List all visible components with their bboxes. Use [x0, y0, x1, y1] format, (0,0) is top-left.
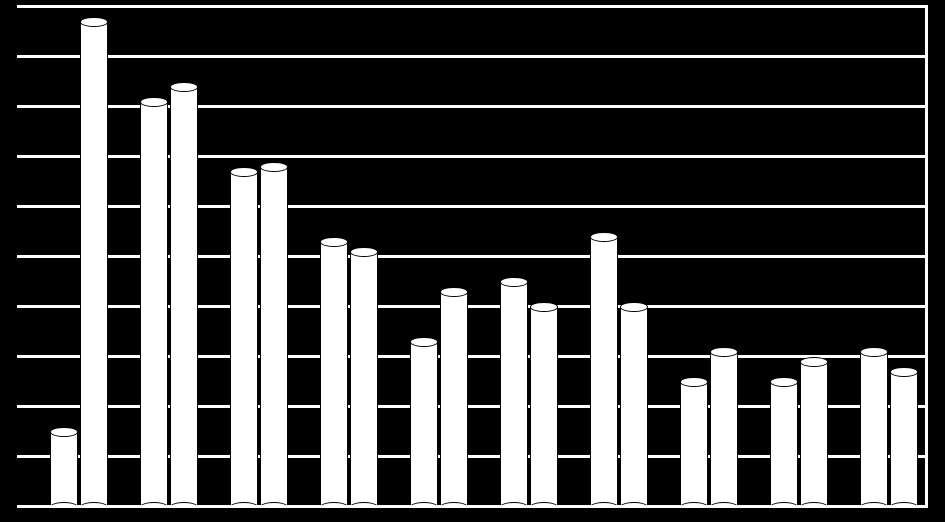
bar [350, 249, 378, 508]
baseline-mask [17, 508, 928, 516]
bar [80, 19, 108, 508]
gridline [17, 5, 928, 8]
bar [680, 379, 708, 508]
bar [50, 429, 78, 508]
x-axis [17, 505, 928, 508]
bar [890, 369, 918, 508]
bar [230, 169, 258, 508]
chart-plot-area [17, 8, 928, 508]
bar [320, 239, 348, 508]
bar [410, 339, 438, 508]
bar [860, 349, 888, 508]
bar [260, 164, 288, 508]
gridline [17, 55, 928, 58]
bar [530, 304, 558, 508]
bar [140, 99, 168, 508]
bar [710, 349, 738, 508]
bar [440, 289, 468, 508]
bar [620, 304, 648, 508]
bar [590, 234, 618, 508]
y-axis-right [925, 8, 928, 508]
bar [500, 279, 528, 508]
bar [770, 379, 798, 508]
bar [800, 359, 828, 508]
bar [170, 84, 198, 508]
